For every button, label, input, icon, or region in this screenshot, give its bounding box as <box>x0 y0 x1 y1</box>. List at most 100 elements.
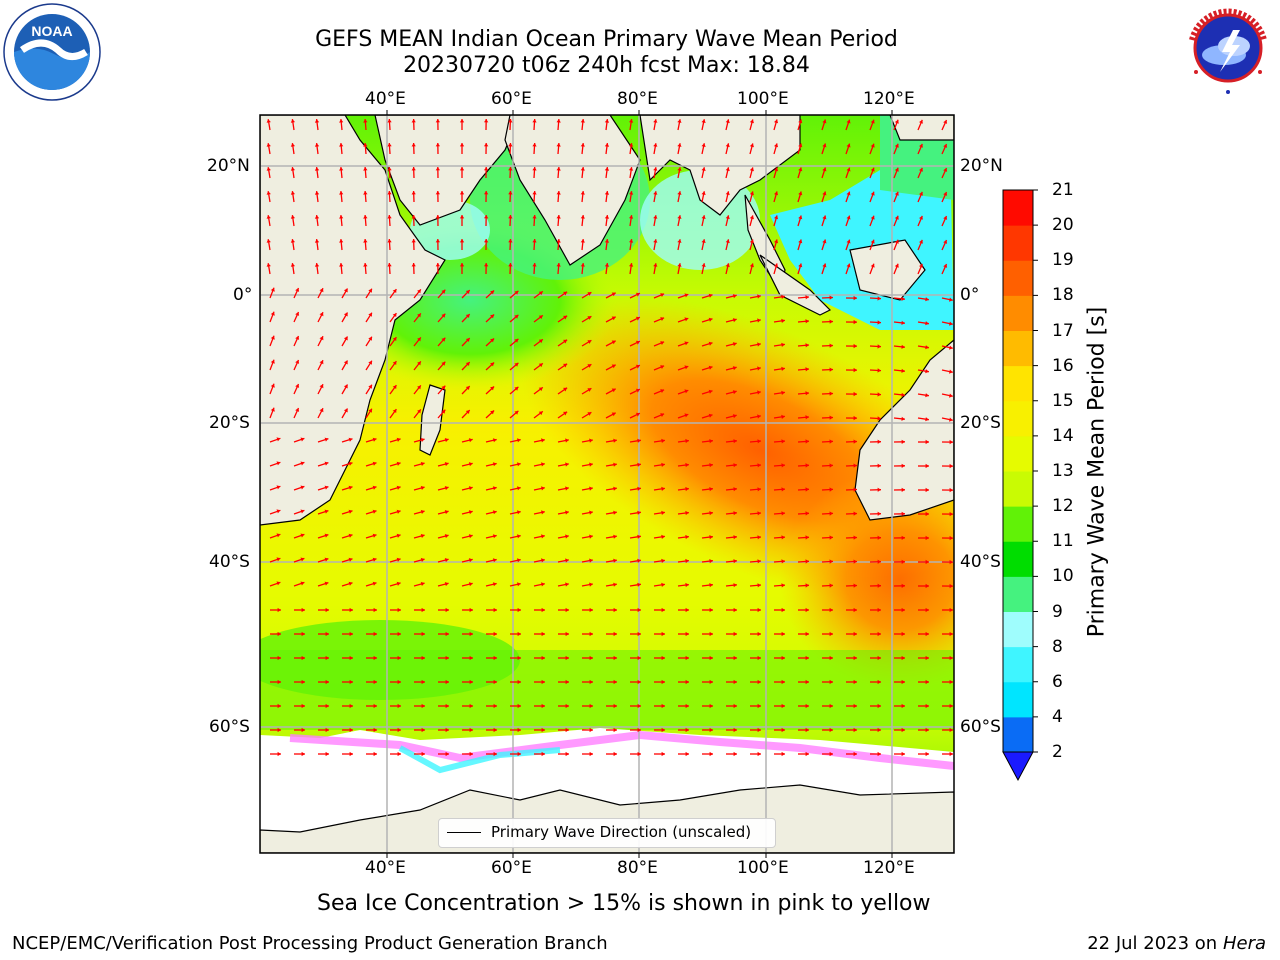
wave-arrow-head <box>301 631 305 637</box>
wave-arrow-head <box>949 393 953 398</box>
wave-arrow-head <box>493 679 497 685</box>
wave-arrow-head <box>637 558 641 563</box>
noaa-logo: NOAA <box>3 3 101 101</box>
wave-arrow-head <box>392 337 397 341</box>
wave-arrow-head <box>589 462 593 467</box>
wave-arrow-head <box>417 409 421 414</box>
wave-arrow-head <box>277 631 281 637</box>
wave-arrow-head <box>894 167 899 172</box>
colorbar-tick-label: 19 <box>1052 250 1074 271</box>
wave-arrow-head <box>532 167 537 171</box>
wave-arrow-head <box>392 361 397 365</box>
wave-arrow-head <box>749 191 754 196</box>
wave-arrow-head <box>901 463 905 468</box>
wave-arrow-head <box>295 288 300 292</box>
wave-arrow-head <box>781 703 785 709</box>
wave-arrow-head <box>853 535 857 540</box>
wave-arrow-head <box>420 461 425 466</box>
wave-arrow-head <box>314 119 320 123</box>
wave-arrow-head <box>637 703 641 709</box>
wave-arrow-head <box>829 511 833 516</box>
wave-arrow-head <box>270 287 275 292</box>
wave-arrow-head <box>469 703 473 709</box>
wave-arrow-head <box>541 679 545 685</box>
wave-arrow-head <box>901 727 905 733</box>
wave-arrow-head <box>563 291 568 296</box>
wave-arrow-head <box>949 655 953 661</box>
wave-arrow-head <box>348 533 353 538</box>
colorbar <box>1002 189 1038 782</box>
colorbar-segment <box>1003 400 1033 437</box>
wave-arrow-head <box>853 583 857 588</box>
wave-arrow-head <box>901 751 905 757</box>
wave-arrow-head <box>774 263 779 268</box>
wave-arrow-head <box>822 191 827 196</box>
wave-arrow-head <box>319 360 324 365</box>
wave-arrow-head <box>701 215 706 219</box>
wave-arrow-head <box>387 191 392 195</box>
wave-arrow-head <box>949 321 953 326</box>
wave-arrow-head <box>339 263 344 267</box>
wave-arrow-head <box>314 263 320 267</box>
wave-arrow-head <box>870 263 875 268</box>
wave-arrow-head <box>757 751 761 757</box>
wave-arrow-head <box>368 312 372 317</box>
wave-arrow-head <box>732 390 737 395</box>
wave-arrow-head <box>339 167 344 171</box>
wave-arrow-head <box>919 215 923 220</box>
wave-arrow-head <box>396 557 401 562</box>
wave-arrow-head <box>901 679 905 685</box>
wave-arrow-head <box>373 679 377 685</box>
wave-arrow-head <box>781 439 785 444</box>
wave-arrow-head <box>301 703 305 709</box>
wave-arrow-head <box>343 408 348 413</box>
colorbar-tick-label: 11 <box>1052 531 1074 552</box>
wave-arrow-head <box>781 414 785 419</box>
wave-arrow-head <box>709 703 713 709</box>
wave-arrow-head <box>853 439 857 444</box>
colorbar-segment <box>1003 295 1033 331</box>
wave-arrow-head <box>435 239 440 243</box>
wave-arrow-head <box>781 655 785 661</box>
wave-arrow-head <box>757 703 761 709</box>
wave-arrow-head <box>798 239 803 244</box>
wave-arrow-head <box>417 361 421 366</box>
wave-arrow-head <box>822 239 827 244</box>
wave-arrow-head <box>943 168 948 172</box>
wave-arrow-head <box>492 534 497 539</box>
wave-arrow-head <box>653 215 658 219</box>
wave-arrow-head <box>565 607 569 613</box>
wave-arrow-head <box>490 362 495 367</box>
wave-arrow-head <box>733 631 737 637</box>
wave-arrow-head <box>397 727 401 733</box>
wave-arrow-head <box>685 631 689 637</box>
colorbar-tick-label: 9 <box>1052 601 1063 622</box>
wave-arrow-head <box>709 751 713 757</box>
wave-arrow-head <box>508 263 513 267</box>
wave-arrow-head <box>901 320 905 325</box>
wave-arrow-head <box>469 607 473 613</box>
wave-arrow-head <box>637 631 641 637</box>
lat-tick-left-20n: 20°N <box>207 156 250 176</box>
wave-arrow-head <box>853 319 857 325</box>
wave-arrow-head <box>538 363 543 368</box>
wave-arrow-head <box>701 167 706 171</box>
wave-arrow-head <box>757 318 761 323</box>
wave-arrow-head <box>781 463 785 468</box>
wave-arrow-head <box>372 581 377 586</box>
wave-arrow-head <box>468 462 473 467</box>
wave-arrow-head <box>319 312 324 317</box>
wave-arrow-head <box>949 703 953 709</box>
wave-arrow-head <box>565 534 569 539</box>
colorbar-tick-label: 16 <box>1052 355 1074 376</box>
wave-arrow-head <box>373 631 377 637</box>
wave-arrow-head <box>372 509 377 514</box>
wave-arrow-head <box>396 581 401 586</box>
wave-arrow-head <box>508 215 513 219</box>
wave-arrow-head <box>270 359 275 364</box>
wave-arrow-head <box>363 263 368 267</box>
colorbar-tick-label: 20 <box>1052 215 1074 236</box>
wave-arrow-head <box>613 462 617 467</box>
wave-arrow-head <box>853 343 857 349</box>
wave-arrow-head <box>565 510 569 515</box>
